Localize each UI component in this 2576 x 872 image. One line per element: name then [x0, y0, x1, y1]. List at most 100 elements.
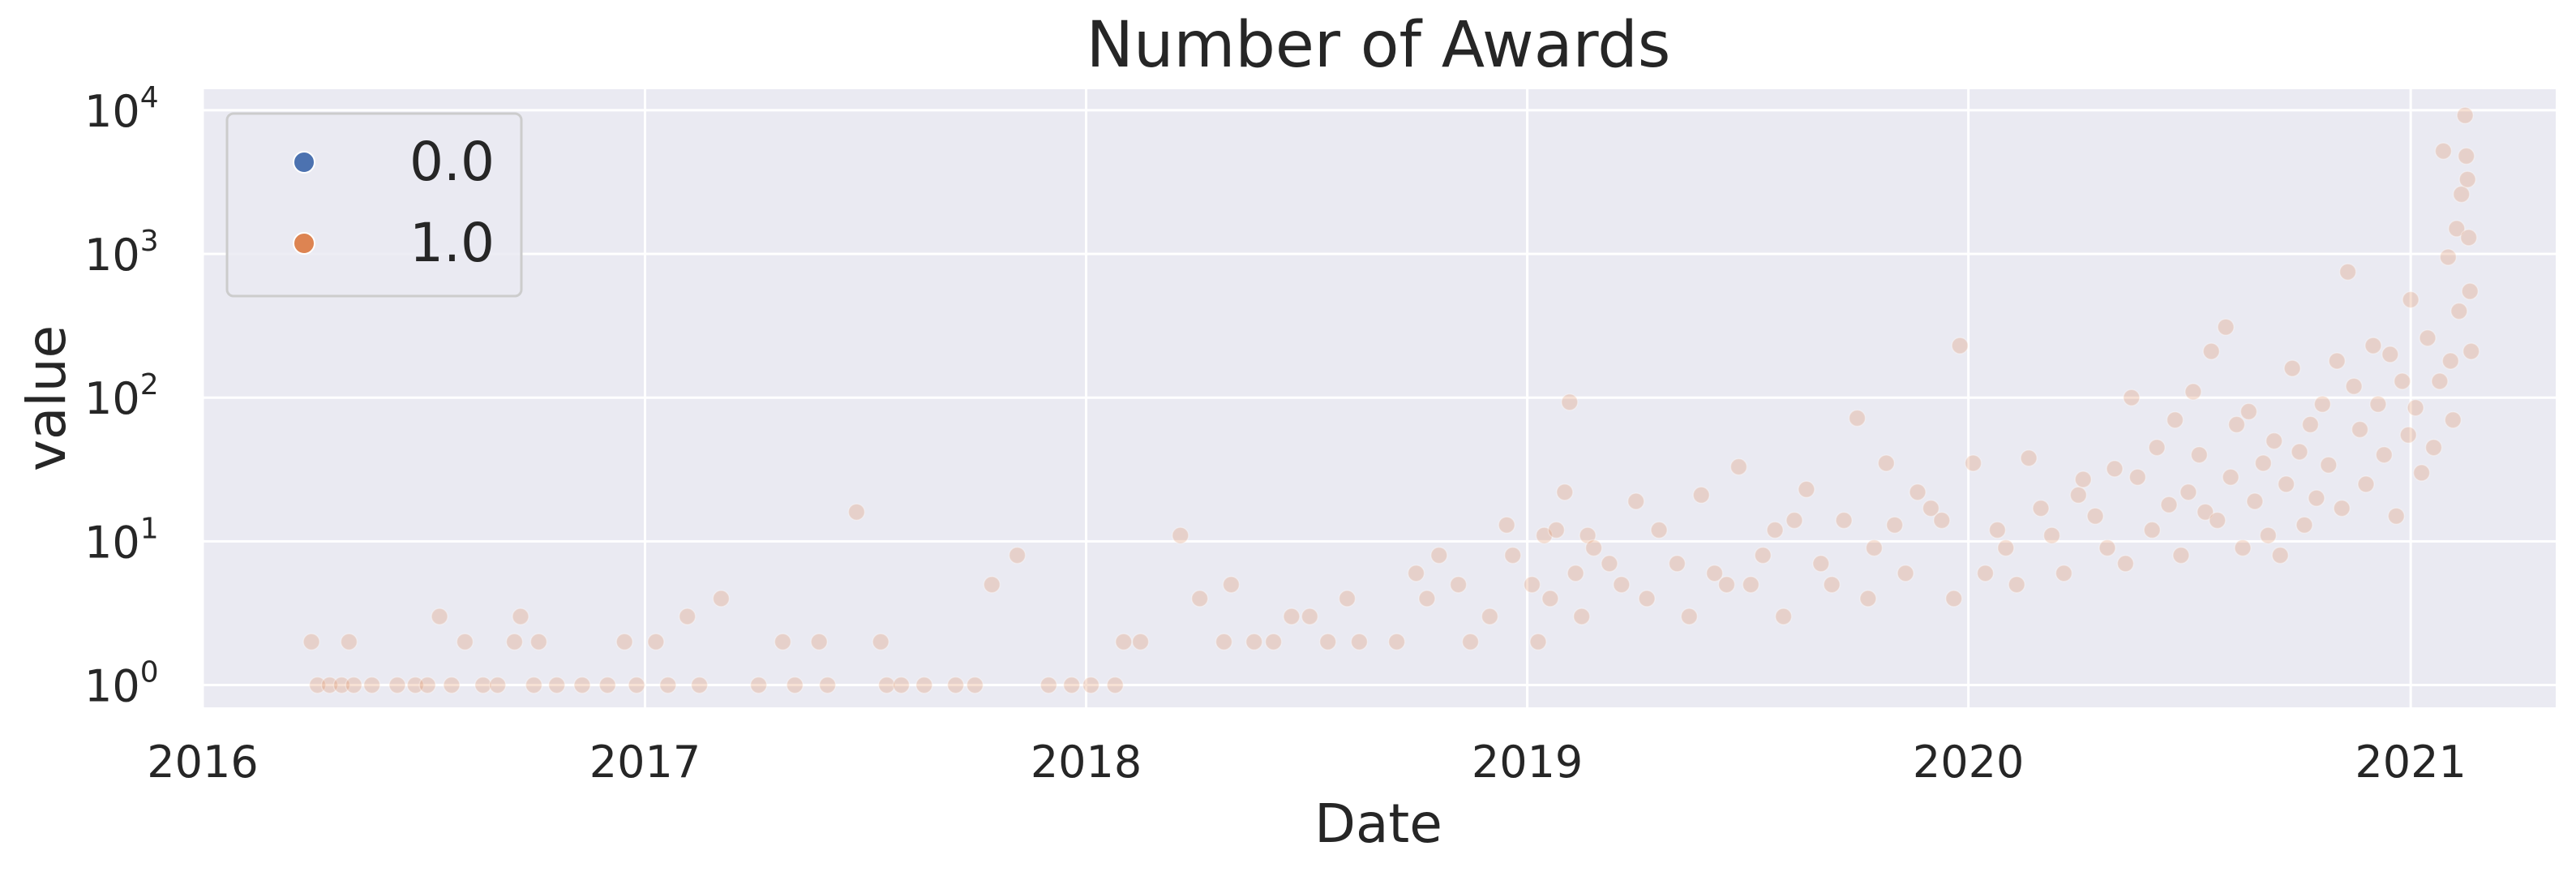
data-point — [2222, 468, 2240, 486]
data-point — [2369, 395, 2387, 414]
data-point — [786, 676, 804, 694]
data-point — [2283, 359, 2301, 377]
data-point — [749, 676, 768, 694]
data-points — [302, 106, 2480, 694]
data-point — [1729, 457, 1748, 476]
data-point — [2259, 526, 2278, 544]
data-point — [1951, 337, 1969, 354]
data-point — [2333, 499, 2351, 518]
y-tick-label: 103 — [84, 225, 159, 281]
data-point — [308, 676, 327, 694]
data-point — [1584, 539, 1603, 557]
data-point — [345, 676, 363, 694]
data-point — [1976, 564, 1995, 582]
data-point — [1909, 483, 1927, 501]
data-point — [1988, 521, 2007, 539]
data-point — [2042, 526, 2061, 544]
data-point — [2402, 290, 2420, 309]
data-point — [2166, 410, 2184, 429]
data-point — [628, 676, 645, 694]
x-tick-label: 2018 — [1031, 737, 1142, 788]
data-point — [302, 633, 320, 651]
data-point — [1964, 454, 1982, 472]
data-point — [1498, 516, 1515, 534]
data-point — [488, 676, 507, 694]
data-point — [1131, 633, 1150, 651]
data-point — [1668, 555, 1687, 573]
data-point — [1245, 633, 1263, 651]
data-point — [1503, 546, 1522, 565]
data-point — [1430, 546, 1448, 565]
data-point — [915, 676, 933, 694]
data-point — [340, 633, 358, 651]
data-point — [1350, 633, 1369, 651]
data-point — [1717, 575, 1736, 594]
data-point — [2143, 521, 2161, 539]
data-point — [1283, 608, 1301, 625]
data-point — [1897, 564, 1914, 582]
data-point — [1561, 393, 1579, 411]
data-point — [2459, 229, 2478, 247]
data-point — [1680, 608, 1699, 625]
x-tick-label: 2017 — [589, 737, 701, 788]
data-point — [1885, 516, 1904, 534]
data-point — [647, 633, 665, 651]
data-point — [1848, 409, 1867, 427]
data-point — [2338, 263, 2357, 281]
data-point — [2271, 546, 2289, 565]
data-point — [2412, 464, 2431, 482]
data-point — [1547, 521, 1566, 539]
data-point — [1338, 590, 1357, 608]
data-point — [1264, 633, 1283, 651]
legend: 0.0 1.0 — [225, 112, 523, 298]
data-point — [1785, 511, 1803, 530]
data-point — [2295, 516, 2313, 534]
data-point — [1039, 676, 1058, 694]
data-point — [1835, 511, 1853, 530]
data-point — [2197, 503, 2214, 521]
data-point — [1418, 590, 1436, 608]
data-point — [1823, 575, 1841, 594]
data-point — [1877, 454, 1896, 472]
data-point — [2308, 489, 2325, 507]
y-tick-label: 102 — [84, 368, 159, 424]
data-point — [2291, 443, 2308, 461]
data-point — [2172, 546, 2190, 565]
data-point — [847, 503, 866, 521]
data-point — [2357, 475, 2375, 493]
data-point — [2381, 346, 2399, 363]
data-point — [1222, 575, 1241, 594]
legend-label-1: 1.0 — [409, 212, 495, 274]
data-point — [1449, 575, 1468, 594]
data-point — [2254, 454, 2273, 472]
grid — [201, 89, 2556, 707]
y-tick-labels: 100 101 102 103 104 — [84, 81, 159, 712]
data-point — [2399, 426, 2417, 444]
data-point — [1541, 590, 1559, 608]
data-point — [1997, 539, 2015, 557]
data-point — [2364, 337, 2382, 354]
data-point — [1812, 555, 1830, 573]
data-point — [2448, 220, 2466, 238]
data-point — [406, 676, 425, 694]
data-point — [2020, 449, 2038, 467]
data-point — [2407, 398, 2424, 417]
data-point — [1798, 480, 1815, 499]
data-point — [505, 633, 524, 651]
data-point — [2313, 395, 2332, 414]
data-point — [2387, 507, 2406, 525]
data-point — [598, 676, 617, 694]
data-point — [877, 676, 896, 694]
data-point — [1944, 590, 1963, 608]
data-point — [2217, 318, 2235, 336]
data-point — [529, 633, 548, 651]
data-point — [2246, 492, 2264, 510]
x-tick-label: 2019 — [1472, 737, 1583, 788]
data-point — [2184, 383, 2202, 401]
data-point — [1766, 521, 1784, 539]
data-point — [388, 676, 406, 694]
data-point — [2265, 432, 2283, 450]
data-point — [1650, 521, 1668, 539]
data-point — [1601, 555, 1618, 573]
